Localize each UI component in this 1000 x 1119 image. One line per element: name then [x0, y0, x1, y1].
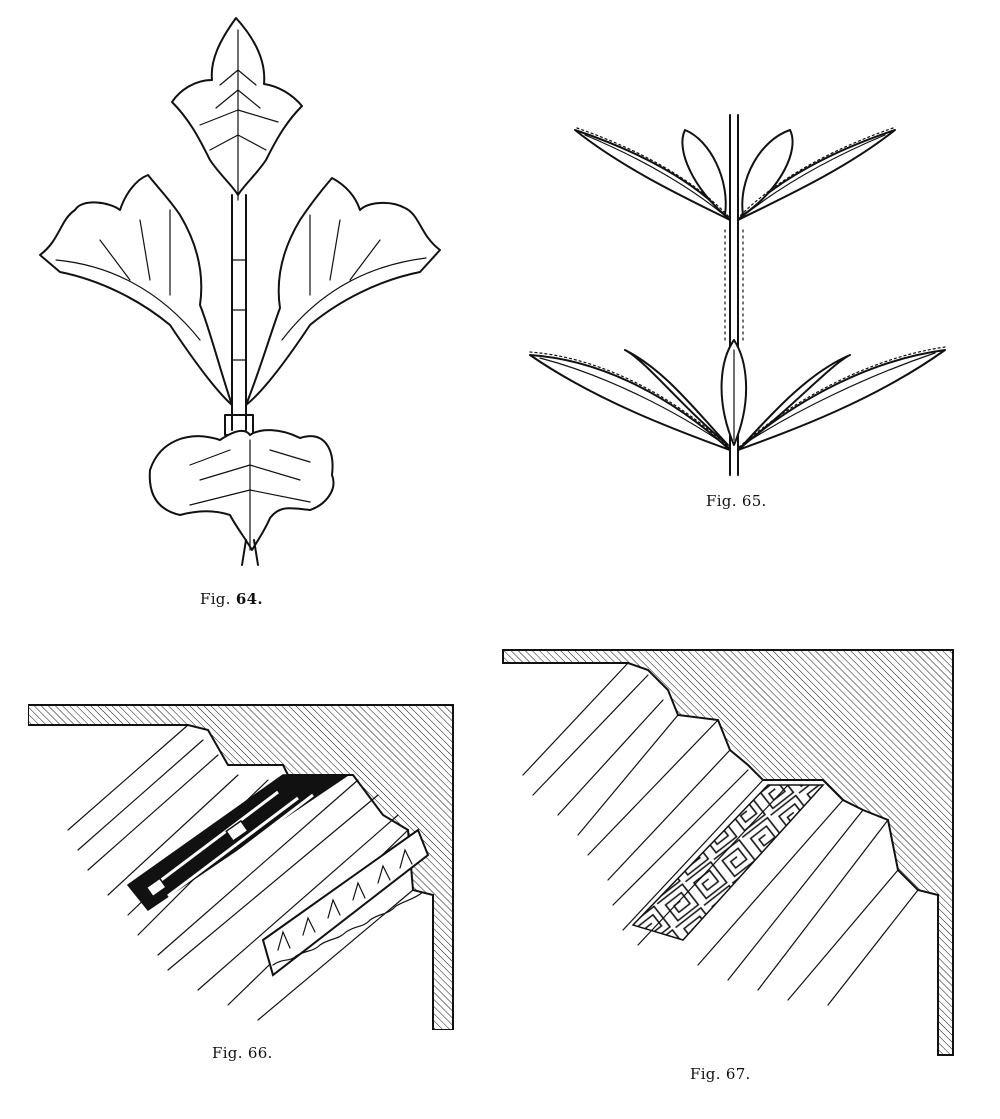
- figure-65-whorled-leaves: [525, 110, 955, 480]
- figure-66-cornice-moulding: [28, 700, 458, 1030]
- caption-number: 66.: [247, 1044, 273, 1062]
- caption-prefix: Fig.: [706, 492, 737, 510]
- caption-prefix: Fig.: [690, 1065, 721, 1083]
- figure-65-caption: Fig. 65.: [706, 492, 767, 510]
- figure-66-caption: Fig. 66.: [212, 1044, 273, 1062]
- figure-67-cornice-meander: [498, 645, 958, 1060]
- figure-67-caption: Fig. 67.: [690, 1065, 751, 1083]
- figure-64-caption: Fig. 64.: [200, 590, 263, 608]
- caption-prefix: Fig.: [200, 590, 231, 608]
- caption-prefix: Fig.: [212, 1044, 243, 1062]
- figure-64-leaf-branch: [20, 10, 460, 570]
- caption-number: 65.: [741, 492, 767, 510]
- caption-number: 67.: [725, 1065, 751, 1083]
- caption-number: 64.: [235, 590, 263, 608]
